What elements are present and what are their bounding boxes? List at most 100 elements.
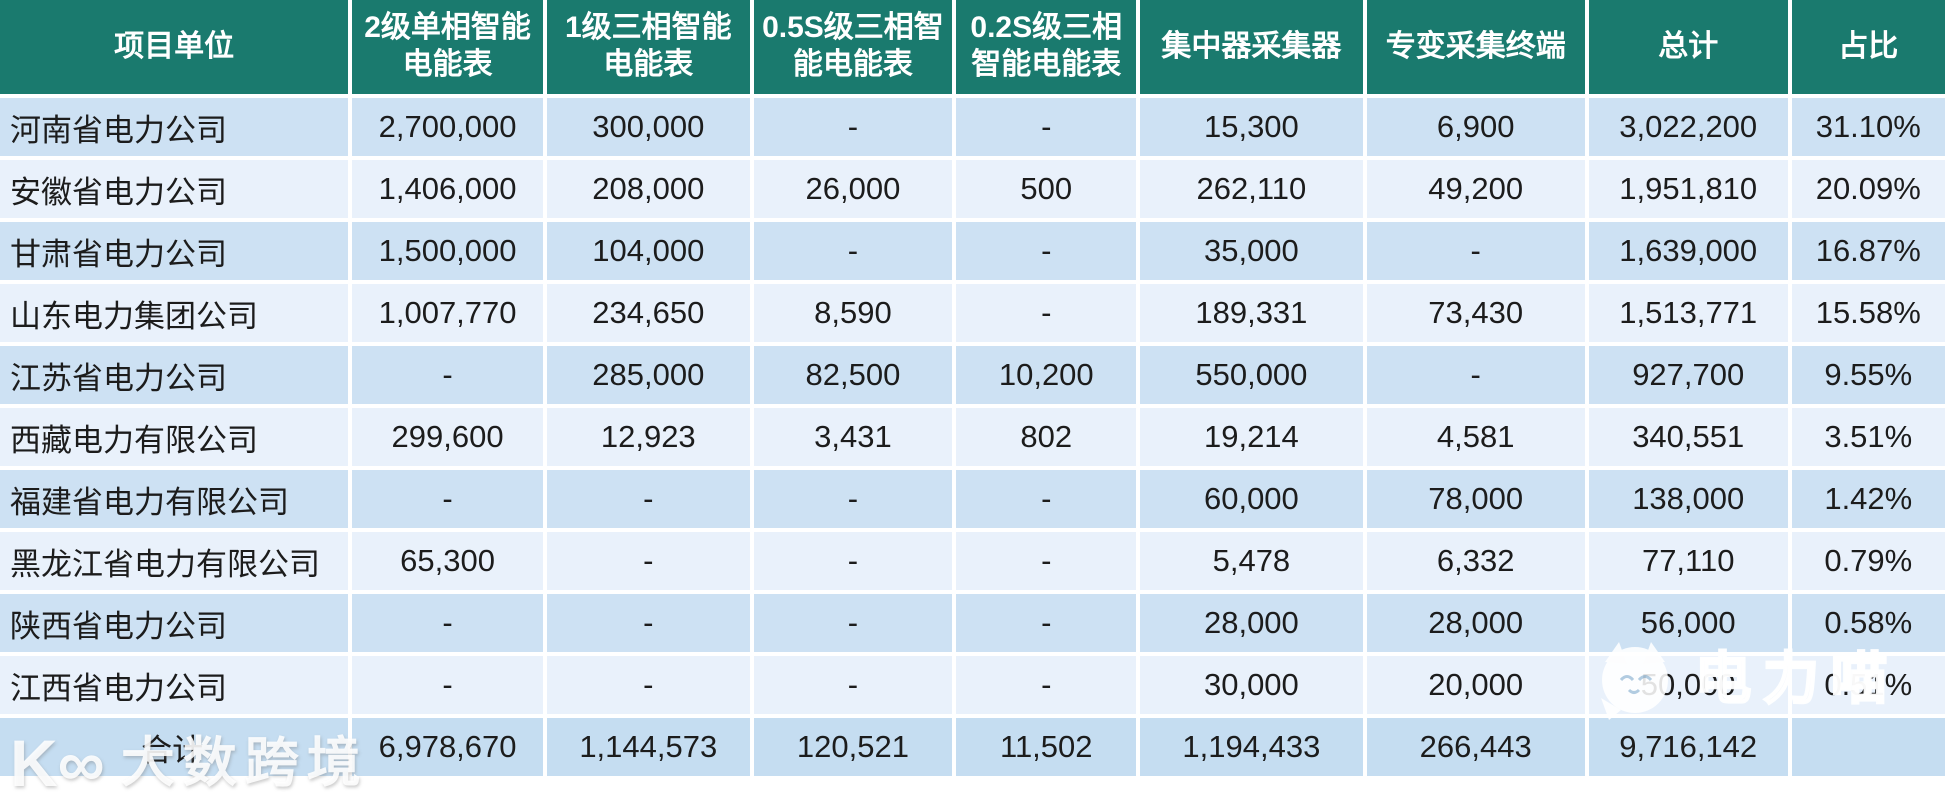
column-header: 专变采集终端: [1366, 0, 1585, 94]
table-cell: 8,590: [753, 284, 953, 342]
table-cell: 15.58%: [1791, 284, 1945, 342]
table-cell: 340,551: [1588, 408, 1788, 466]
total-cell: 6,978,670: [352, 718, 543, 776]
table-cell: 2,700,000: [352, 98, 543, 156]
table-cell: -: [546, 532, 750, 590]
table-cell: 299,600: [352, 408, 543, 466]
table-cell: 9.55%: [1791, 346, 1945, 404]
row-label: 西藏电力有限公司: [0, 408, 349, 466]
table-cell: 31.10%: [1791, 98, 1945, 156]
column-header: 占比: [1791, 0, 1945, 94]
table-cell: 10,200: [956, 346, 1137, 404]
total-cell: 1,194,433: [1140, 718, 1363, 776]
table-cell: 12,923: [546, 408, 750, 466]
table-cell: 802: [956, 408, 1137, 466]
table-cell: 3,022,200: [1588, 98, 1788, 156]
row-label: 河南省电力公司: [0, 98, 349, 156]
table-cell: -: [352, 656, 543, 714]
table-cell: -: [956, 284, 1137, 342]
table-cell: 262,110: [1140, 160, 1363, 218]
row-label: 福建省电力有限公司: [0, 470, 349, 528]
table-cell: 285,000: [546, 346, 750, 404]
table-cell: 4,581: [1366, 408, 1585, 466]
row-label: 江西省电力公司: [0, 656, 349, 714]
table-cell: -: [753, 470, 953, 528]
column-header: 项目单位: [0, 0, 349, 94]
table-cell: -: [956, 656, 1137, 714]
table-cell: 234,650: [546, 284, 750, 342]
total-row-label: 合计: [0, 718, 349, 776]
table-cell: 0.79%: [1791, 532, 1945, 590]
table-cell: 60,000: [1140, 470, 1363, 528]
table-cell: 5,478: [1140, 532, 1363, 590]
table-cell: 77,110: [1588, 532, 1788, 590]
table-cell: -: [352, 470, 543, 528]
table-cell: 300,000: [546, 98, 750, 156]
table-cell: -: [546, 470, 750, 528]
table-cell: -: [956, 532, 1137, 590]
table-cell: -: [1366, 346, 1585, 404]
column-header: 2级单相智能电能表: [352, 0, 543, 94]
table-cell: 30,000: [1140, 656, 1363, 714]
column-header: 0.2S级三相智能电能表: [956, 0, 1137, 94]
table-cell: 28,000: [1366, 594, 1585, 652]
table-cell: 1,500,000: [352, 222, 543, 280]
column-header: 1级三相智能电能表: [546, 0, 750, 94]
table-cell: 73,430: [1366, 284, 1585, 342]
table-cell: 104,000: [546, 222, 750, 280]
table-cell: -: [753, 532, 953, 590]
table-cell: 1,406,000: [352, 160, 543, 218]
table-cell: 15,300: [1140, 98, 1363, 156]
table-cell: 1,513,771: [1588, 284, 1788, 342]
total-cell: 266,443: [1366, 718, 1585, 776]
table-cell: 78,000: [1366, 470, 1585, 528]
table-cell: 19,214: [1140, 408, 1363, 466]
row-label: 安徽省电力公司: [0, 160, 349, 218]
table-cell: 56,000: [1588, 594, 1788, 652]
table-cell: 82,500: [753, 346, 953, 404]
row-label: 黑龙江省电力有限公司: [0, 532, 349, 590]
total-cell: 120,521: [753, 718, 953, 776]
row-label: 江苏省电力公司: [0, 346, 349, 404]
table-cell: 3.51%: [1791, 408, 1945, 466]
table-cell: 138,000: [1588, 470, 1788, 528]
table-cell: 49,200: [1366, 160, 1585, 218]
table-cell: 1,639,000: [1588, 222, 1788, 280]
table-cell: 189,331: [1140, 284, 1363, 342]
row-label: 甘肃省电力公司: [0, 222, 349, 280]
table-cell: 550,000: [1140, 346, 1363, 404]
table-cell: 20,000: [1366, 656, 1585, 714]
table-cell: -: [352, 594, 543, 652]
table-cell: 6,332: [1366, 532, 1585, 590]
table-cell: -: [956, 470, 1137, 528]
table-cell: 208,000: [546, 160, 750, 218]
table-cell: 927,700: [1588, 346, 1788, 404]
table-cell: 28,000: [1140, 594, 1363, 652]
table-cell: -: [546, 656, 750, 714]
table-cell: -: [956, 222, 1137, 280]
table-cell: -: [753, 222, 953, 280]
table-cell: 3,431: [753, 408, 953, 466]
table-cell: -: [753, 594, 953, 652]
table-cell: -: [956, 98, 1137, 156]
column-header: 集中器采集器: [1140, 0, 1363, 94]
table-cell: -: [753, 656, 953, 714]
table-cell: 35,000: [1140, 222, 1363, 280]
table-cell: 20.09%: [1791, 160, 1945, 218]
table-cell: 16.87%: [1791, 222, 1945, 280]
table-cell: 6,900: [1366, 98, 1585, 156]
table-cell: 1,007,770: [352, 284, 543, 342]
table-cell: -: [753, 98, 953, 156]
table-cell: -: [956, 594, 1137, 652]
column-header: 0.5S级三相智能电能表: [753, 0, 953, 94]
table-cell: -: [1366, 222, 1585, 280]
table-cell: 50,000: [1588, 656, 1788, 714]
table-cell: -: [352, 346, 543, 404]
table-cell: 26,000: [753, 160, 953, 218]
table-cell: 1,951,810: [1588, 160, 1788, 218]
total-cell: 11,502: [956, 718, 1137, 776]
table-cell: 500: [956, 160, 1137, 218]
table-cell: 65,300: [352, 532, 543, 590]
total-cell: 9,716,142: [1588, 718, 1788, 776]
